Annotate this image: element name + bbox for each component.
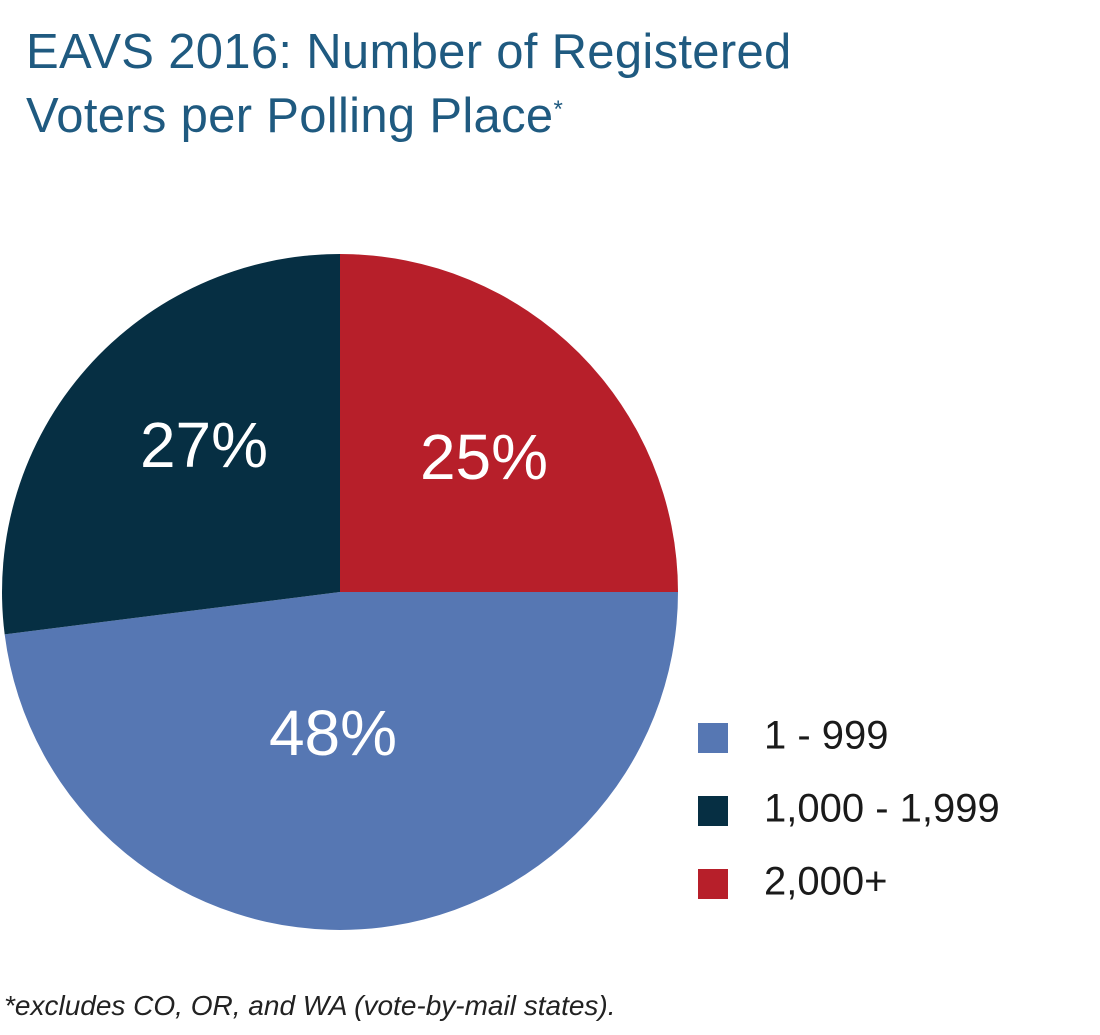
chart-title: EAVS 2016: Number of Registered Voters p… [26,20,792,148]
pie-slice-label-1: 48% [269,697,397,769]
chart-title-line-2: Voters per Polling Place* [26,84,792,148]
legend-label-2: 1,000 - 1,999 [764,787,1000,831]
pie-slices [2,254,679,930]
footnote: *excludes CO, OR, and WA (vote-by-mail s… [4,990,616,1021]
chart-title-line-2-text: Voters per Polling Place [26,89,554,143]
legend: 1 - 999 1,000 - 1,999 2,000+ [698,714,1000,904]
legend-swatch-3 [698,869,728,899]
legend-swatch-2 [698,796,728,826]
pie-slice-3 [340,254,678,592]
legend-label-3: 2,000+ [764,860,887,904]
pie-slice-labels: 48% 27% 25% [140,409,548,769]
pie-slice-label-3: 25% [420,421,548,493]
legend-swatch-1 [698,723,728,753]
pie-slice-label-2: 27% [140,409,268,481]
chart-title-line-1: EAVS 2016: Number of Registered [26,25,792,79]
title-footnote-marker: * [553,96,564,123]
legend-label-1: 1 - 999 [764,714,889,758]
pie-slice-1 [4,592,679,930]
pie-slice-2 [2,254,341,635]
